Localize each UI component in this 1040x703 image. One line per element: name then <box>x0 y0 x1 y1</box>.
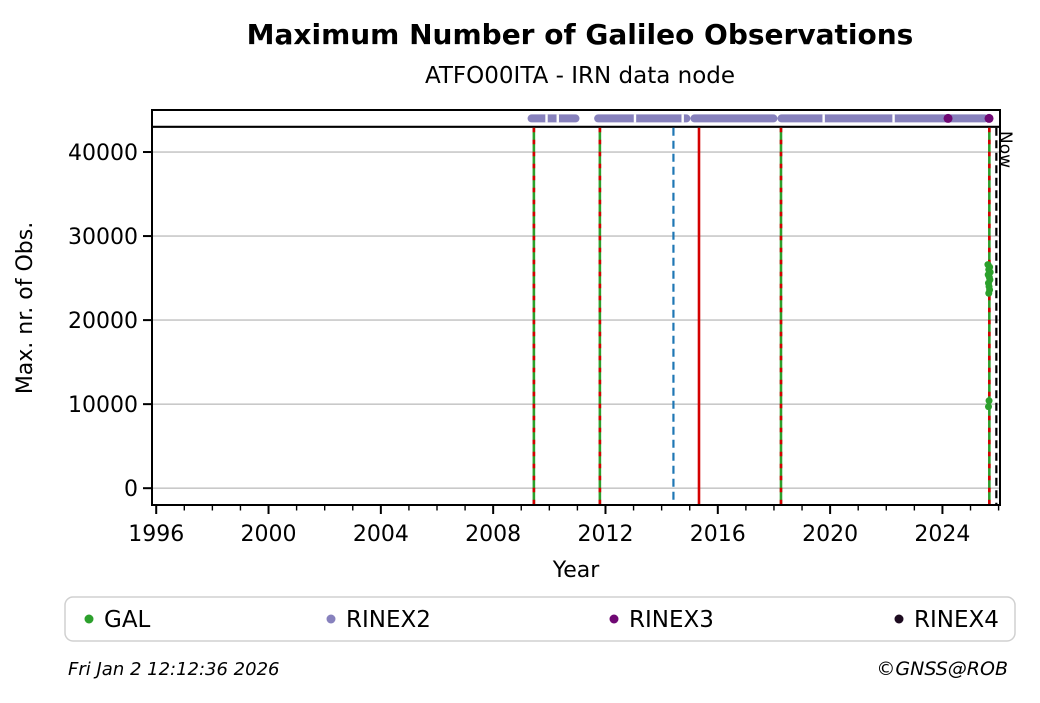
legend-gal-dot-icon <box>84 614 94 624</box>
chart-subtitle: ATFO00ITA - IRN data node <box>425 63 735 89</box>
plot-border <box>151 109 1001 506</box>
legend-gal-label: GAL <box>104 607 151 633</box>
rinex2-band-gap <box>633 114 637 123</box>
legend-rinex2-label: RINEX2 <box>346 607 431 633</box>
rinex2-band <box>527 114 580 123</box>
credit-text: ©GNSS@ROB <box>876 658 1008 680</box>
rinex2-band-gap <box>556 114 559 123</box>
y-tick-label: 40000 <box>68 141 138 166</box>
legend-rinex3-dot-icon <box>609 614 619 624</box>
rinex2-band <box>690 114 778 123</box>
y-tick-label: 30000 <box>68 225 138 250</box>
axes-spines-and-ticks: 0 10000 20000 30000 40000 1996 2000 2004 2008 201… <box>68 109 1001 547</box>
rinex3-point <box>943 113 953 123</box>
event-lines <box>532 127 998 504</box>
scatter-points <box>943 113 994 411</box>
legend-box <box>64 596 1016 642</box>
legend-rinex2-dot-icon <box>326 614 336 624</box>
gal-point <box>985 289 993 297</box>
x-tick-label: 2020 <box>802 522 858 547</box>
rinex2-band <box>594 114 691 123</box>
x-tick-label: 2024 <box>914 522 970 547</box>
rinex2-band-gap <box>545 114 548 123</box>
x-tick-label: 1996 <box>128 522 184 547</box>
rinex2-band-gap <box>822 114 825 123</box>
y-axis-label: Max. nr. of Obs. <box>13 222 38 394</box>
y-tick-label: 10000 <box>68 393 138 418</box>
x-tick-label: 2008 <box>465 522 521 547</box>
timestamp-text: Fri Jan 2 12:12:36 2026 <box>68 659 280 680</box>
x-tick-label: 2000 <box>241 522 297 547</box>
legend-rinex3-label: RINEX3 <box>629 607 714 633</box>
gal-point <box>984 403 992 411</box>
legend-rinex4-dot-icon <box>894 614 904 624</box>
legend: GAL RINEX2 RINEX3 RINEX4 <box>64 596 1016 642</box>
rinex2-band-gap <box>681 114 684 123</box>
rinex2-dot-bands <box>527 114 989 123</box>
y-tick-label: 20000 <box>68 309 138 334</box>
y-tick-label: 0 <box>124 477 138 502</box>
rinex3-point <box>984 113 994 123</box>
chart-title: Maximum Number of Galileo Observations <box>247 18 914 51</box>
x-tick-label: 2012 <box>577 522 633 547</box>
x-axis-label: Year <box>552 558 601 583</box>
legend-rinex4-label: RINEX4 <box>914 607 999 633</box>
x-tick-label: 2004 <box>353 522 409 547</box>
rinex2-band <box>777 114 989 123</box>
gal-point <box>985 397 993 405</box>
rinex2-band-gap <box>892 114 895 123</box>
gridlines <box>152 151 1000 489</box>
x-tick-label: 2016 <box>690 522 746 547</box>
now-annotation: Now <box>995 131 1015 168</box>
